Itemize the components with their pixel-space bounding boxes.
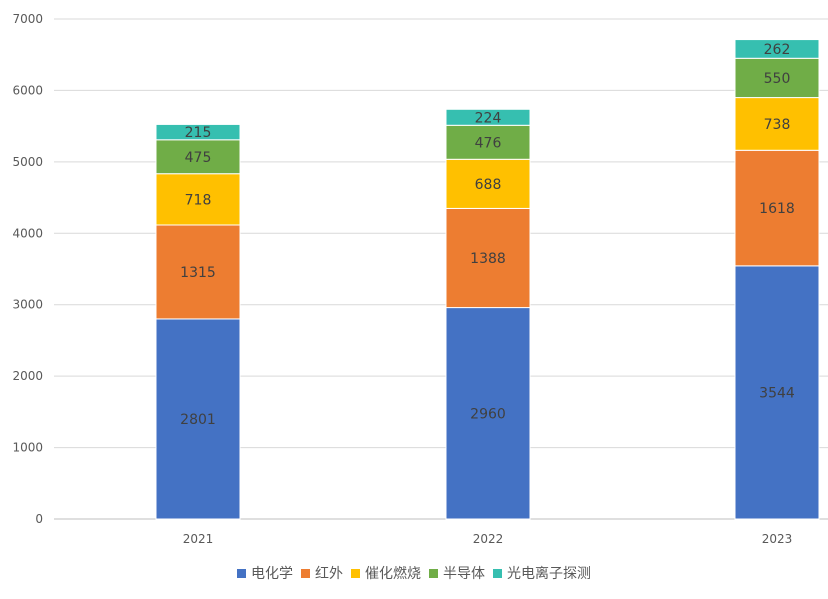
legend-label: 光电离子探测 bbox=[507, 566, 591, 582]
data-label: 1618 bbox=[759, 201, 795, 217]
legend-swatch bbox=[351, 568, 360, 578]
data-label: 1315 bbox=[180, 265, 216, 281]
data-label: 2960 bbox=[470, 406, 506, 422]
legend-label: 半导体 bbox=[443, 566, 485, 582]
legend-item: 电化学 bbox=[237, 563, 293, 583]
bar-segment bbox=[734, 97, 820, 151]
y-tick-label: 4000 bbox=[12, 226, 43, 240]
x-tick-label: 2022 bbox=[473, 532, 504, 546]
data-labels: 2801 1315 718 475 215 2960 1388 688 476 224 3544 16… bbox=[180, 42, 795, 428]
legend-item: 红外 bbox=[301, 563, 343, 583]
legend-swatch bbox=[493, 568, 502, 578]
data-label: 1388 bbox=[470, 251, 506, 267]
bar-segment bbox=[734, 265, 820, 520]
legend-swatch bbox=[301, 568, 310, 578]
bar-segment bbox=[445, 108, 531, 126]
legend-label: 电化学 bbox=[251, 566, 293, 582]
bar-segment bbox=[734, 39, 820, 59]
legend-label: 红外 bbox=[315, 566, 343, 582]
legend-label: 催化燃烧 bbox=[365, 566, 421, 582]
data-label: 738 bbox=[764, 117, 791, 133]
bars bbox=[155, 39, 820, 520]
legend-swatch bbox=[237, 568, 246, 578]
y-tick-label: 6000 bbox=[12, 83, 43, 97]
x-tick-label: 2021 bbox=[183, 532, 214, 546]
data-label: 2801 bbox=[180, 412, 216, 428]
data-label: 688 bbox=[475, 177, 502, 193]
data-label: 550 bbox=[764, 71, 791, 87]
data-label: 475 bbox=[185, 150, 212, 166]
legend-item: 催化燃烧 bbox=[351, 563, 421, 583]
y-tick-label: 7000 bbox=[12, 12, 43, 26]
y-tick-label: 5000 bbox=[12, 155, 43, 169]
bar-segment bbox=[155, 318, 241, 520]
y-tick-label: 1000 bbox=[12, 441, 43, 455]
x-tick-label: 2023 bbox=[762, 532, 793, 546]
bar-segment bbox=[445, 307, 531, 520]
y-tick-label: 2000 bbox=[12, 369, 43, 383]
bar-segment bbox=[155, 224, 241, 320]
bar-segment bbox=[155, 173, 241, 226]
bar-segment bbox=[734, 57, 820, 99]
y-tick-label: 3000 bbox=[12, 298, 43, 312]
legend: 电化学 红外 催化燃烧 半导体 光电离子探测 bbox=[0, 563, 828, 583]
legend-item: 光电离子探测 bbox=[493, 563, 591, 583]
bar-segment bbox=[734, 149, 820, 267]
data-label: 215 bbox=[185, 125, 212, 141]
y-tick-label: 0 bbox=[35, 512, 43, 526]
bar-segment bbox=[155, 123, 241, 141]
data-label: 3544 bbox=[759, 385, 795, 401]
y-axis-ticks: 0 1000 2000 3000 4000 5000 6000 7000 bbox=[12, 12, 43, 526]
data-label: 224 bbox=[475, 110, 502, 126]
data-label: 476 bbox=[475, 135, 502, 151]
legend-swatch bbox=[429, 568, 438, 578]
data-label: 262 bbox=[764, 42, 791, 58]
data-label: 718 bbox=[185, 192, 212, 208]
legend-item: 半导体 bbox=[429, 563, 485, 583]
x-axis-ticks: 2021 2022 2023 bbox=[183, 532, 793, 546]
